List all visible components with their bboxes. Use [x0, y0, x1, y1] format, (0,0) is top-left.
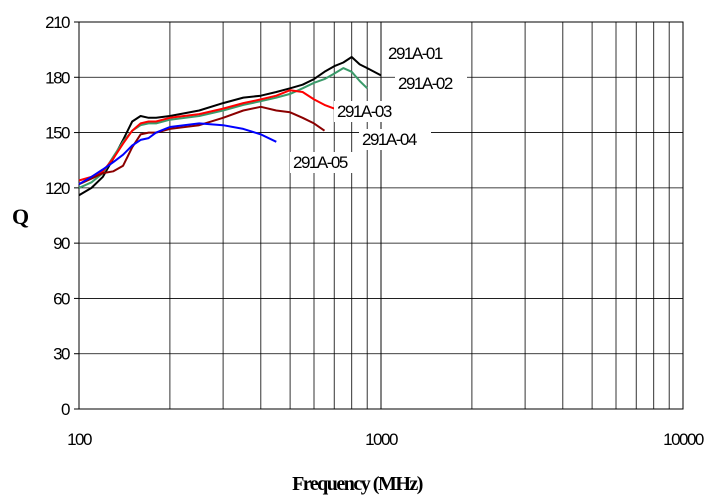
y-axis-label: Q: [12, 204, 29, 229]
y-tick-label: 180: [45, 68, 70, 87]
series-label-291A-05: 291A-05: [293, 153, 348, 172]
y-tick-label: 210: [45, 13, 70, 32]
series-label-291A-04: 291A-04: [362, 130, 417, 149]
series-line-291A-05: [78, 122, 277, 186]
plot-frame: [78, 21, 684, 410]
series-line-291A-01: [78, 56, 382, 197]
series-label-291A-03: 291A-03: [337, 102, 392, 121]
y-tick-label: 0: [61, 400, 70, 419]
series-line-291A-04: [78, 105, 326, 186]
series-label-291A-01: 291A-01: [388, 44, 443, 63]
series-line-291A-03: [78, 89, 335, 182]
x-axis: 100 1000 10000: [67, 430, 705, 449]
series-labels: 291A-01 291A-02 291A-03 291A-04 291A-05: [290, 44, 467, 173]
series-label-background: [395, 73, 467, 94]
series-label-background: [334, 101, 406, 122]
y-tick-label: 30: [53, 345, 70, 364]
series-label-291A-02: 291A-02: [398, 74, 453, 93]
x-tick-label: 1000: [365, 430, 398, 449]
x-tick-label: 100: [67, 430, 92, 449]
series-label-background: [290, 152, 362, 173]
y-tick-label: 60: [53, 289, 70, 308]
y-axis: 0 30 60 90 120 150 180 210: [45, 13, 79, 419]
y-tick-label: 120: [45, 179, 70, 198]
y-tick-label: 90: [53, 234, 70, 253]
y-tick-label: 150: [45, 124, 70, 143]
x-axis-label: Frequency (MHz): [292, 473, 423, 495]
grid: [78, 21, 684, 410]
series-lines: [78, 56, 382, 197]
x-tick-label: 10000: [663, 430, 704, 449]
series-label-background: [359, 129, 431, 150]
